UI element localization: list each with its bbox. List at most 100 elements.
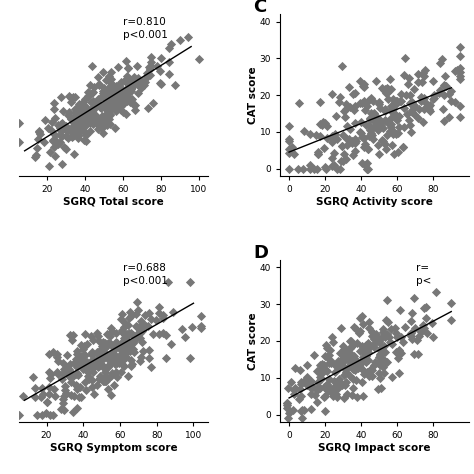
Point [89,98,97,105]
Point [80,137,88,144]
Point [99,89,107,97]
Point [362,357,370,365]
Point [438,55,446,63]
Point [326,346,334,354]
Point [118,106,125,114]
Point [360,353,367,361]
Point [100,68,107,76]
Point [35,127,43,134]
Point [128,313,135,320]
Point [106,339,113,346]
Point [130,82,137,90]
Point [366,126,374,134]
Point [100,363,107,371]
Point [374,126,382,134]
Point [358,312,366,320]
Point [118,101,126,109]
Point [89,337,97,344]
Point [343,155,350,163]
Point [59,395,67,402]
Point [345,135,353,143]
Point [99,338,106,346]
Point [106,355,113,363]
Point [167,340,175,348]
Point [78,358,85,365]
Point [116,92,124,100]
Point [57,126,64,134]
Point [94,363,102,371]
Point [376,374,384,382]
Point [395,112,403,120]
Point [89,350,97,358]
Point [99,130,106,137]
Point [83,358,91,366]
Point [118,310,126,318]
Point [118,95,126,102]
Point [349,357,356,365]
Point [112,368,119,375]
Point [376,350,383,358]
Point [381,333,388,341]
Point [296,385,303,392]
Point [72,109,79,117]
Point [181,333,189,341]
Point [112,338,119,346]
Point [348,365,356,372]
Point [118,349,126,357]
Point [104,356,111,363]
Point [314,386,321,393]
Point [48,118,55,126]
Point [70,392,77,400]
Point [58,405,65,412]
Point [374,359,382,367]
Point [118,102,125,110]
Point [130,101,138,109]
Point [68,123,75,130]
Point [110,354,118,362]
Point [442,82,450,90]
Point [370,113,377,120]
Point [313,367,320,374]
Point [377,118,385,126]
Point [95,82,103,89]
Point [356,347,364,355]
Point [76,383,84,391]
Point [32,384,39,392]
Point [113,355,121,362]
Point [123,97,130,104]
Point [97,103,104,111]
Point [285,135,293,143]
Point [288,143,295,150]
Point [323,367,331,375]
Point [419,70,427,77]
Point [390,112,397,120]
Point [295,99,302,107]
Point [107,333,114,340]
Point [90,357,98,365]
Point [330,149,338,156]
Point [147,62,155,70]
Point [380,357,387,365]
Point [388,340,396,347]
Point [298,414,306,422]
Point [73,351,81,358]
Text: r=0.688
p<0.001: r=0.688 p<0.001 [123,264,168,286]
Point [329,338,337,346]
Point [391,325,398,332]
Point [420,105,428,113]
Point [169,308,177,316]
Point [357,364,365,371]
Point [88,383,96,391]
Point [129,331,137,338]
Point [129,345,137,353]
Point [165,58,173,65]
Point [371,358,378,365]
Point [121,93,129,100]
Point [119,361,127,368]
Point [142,78,149,86]
Point [120,362,128,370]
Point [285,145,293,153]
Point [99,363,107,370]
Point [74,129,82,137]
Point [369,328,376,336]
